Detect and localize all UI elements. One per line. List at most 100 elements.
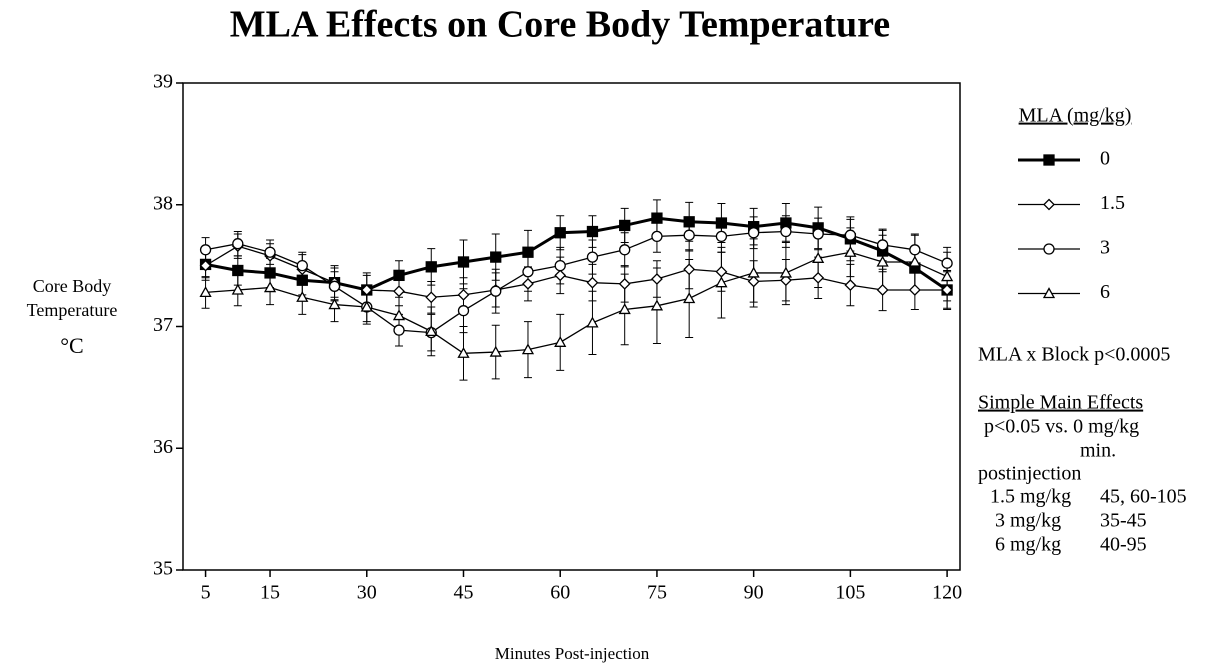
data-point (651, 230, 663, 243)
x-tick-label: 75 (647, 582, 667, 604)
data-point (683, 216, 695, 228)
data-point (522, 277, 534, 290)
data-point (908, 284, 921, 296)
data-point (522, 266, 534, 278)
y-tick-label: 38 (153, 192, 173, 214)
y-tick-label: 37 (153, 314, 173, 336)
data-point (522, 246, 534, 258)
data-point (876, 284, 889, 296)
x-tick-label: 5 (201, 582, 211, 604)
data-point (328, 298, 341, 310)
data-point (232, 238, 244, 250)
data-point (779, 274, 792, 287)
data-point (715, 230, 728, 243)
y-axis-label: °C (60, 333, 83, 358)
chart-title: MLA Effects on Core Body Temperature (230, 4, 890, 46)
data-point (876, 255, 889, 267)
data-point (844, 229, 857, 241)
x-tick-label: 45 (453, 582, 473, 604)
annotation: 45, 60-105 (1100, 486, 1187, 508)
x-tick-label: 105 (835, 582, 865, 604)
legend-label: 3 (1100, 237, 1110, 259)
data-point (296, 274, 308, 286)
data-point (941, 257, 953, 269)
legend-marker (1043, 198, 1055, 211)
data-point (457, 305, 470, 317)
data-point (909, 244, 921, 256)
data-point (812, 228, 824, 240)
legend-title: MLA (mg/kg) (1019, 105, 1132, 127)
data-point (521, 343, 535, 355)
data-point (812, 271, 825, 284)
data-point (296, 259, 308, 272)
data-point (199, 286, 212, 298)
data-point (780, 225, 792, 238)
data-point (651, 273, 663, 285)
data-point (393, 285, 405, 298)
data-point (618, 277, 631, 290)
data-point (264, 267, 276, 279)
y-tick-label: 36 (153, 436, 173, 458)
annotation: p<0.05 vs. 0 mg/kg (984, 416, 1139, 438)
x-tick-label: 120 (932, 582, 962, 604)
data-point (489, 345, 502, 357)
data-point (232, 264, 244, 277)
y-axis-label: Core Body (33, 276, 112, 296)
data-point (715, 217, 728, 229)
data-point (328, 280, 341, 292)
x-axis-label: Minutes Post-injection (495, 644, 650, 663)
data-point (650, 299, 664, 311)
data-point (360, 300, 373, 312)
data-point (940, 270, 954, 282)
legend-marker (1043, 243, 1055, 255)
data-point (619, 244, 631, 256)
data-point (393, 269, 405, 282)
data-point (715, 276, 728, 288)
data-point (651, 212, 663, 224)
data-point (199, 259, 212, 272)
annotation: 40-95 (1100, 534, 1147, 556)
data-point (748, 227, 760, 239)
data-point (586, 276, 599, 289)
annotation: MLA x Block p<0.0005 (978, 344, 1170, 366)
data-point (812, 251, 825, 263)
data-point (263, 281, 277, 293)
annotation: Simple Main Effects (978, 392, 1143, 414)
y-tick-label: 35 (153, 558, 173, 580)
legend-marker (1043, 154, 1055, 166)
data-point (554, 335, 567, 347)
data-point (747, 266, 760, 278)
data-point (490, 251, 502, 263)
data-point (554, 259, 566, 272)
annotation: 6 mg/kg (995, 534, 1061, 556)
data-point (586, 251, 599, 263)
data-point (747, 275, 760, 288)
data-point (490, 285, 502, 297)
data-point (554, 227, 566, 239)
data-point (360, 284, 373, 296)
data-point (618, 303, 631, 315)
legend-label: 1.5 (1100, 192, 1125, 214)
data-point (554, 269, 567, 282)
data-point (264, 246, 276, 258)
data-point (844, 245, 857, 257)
y-axis-label: Temperature (27, 300, 118, 320)
legend-marker (1042, 287, 1056, 299)
annotation: 35-45 (1100, 510, 1147, 532)
data-point (231, 283, 244, 295)
data-point (779, 266, 793, 278)
data-point (683, 229, 695, 241)
data-point (457, 288, 470, 301)
data-point (844, 279, 857, 292)
annotation: min. (1080, 440, 1116, 462)
data-point (392, 309, 406, 321)
data-point (457, 256, 470, 268)
x-tick-label: 30 (357, 582, 377, 604)
data-point (393, 324, 405, 336)
data-point (908, 255, 921, 267)
legend-label: 6 (1100, 281, 1110, 303)
data-point (296, 290, 309, 302)
annotation: postinjection (978, 463, 1081, 485)
